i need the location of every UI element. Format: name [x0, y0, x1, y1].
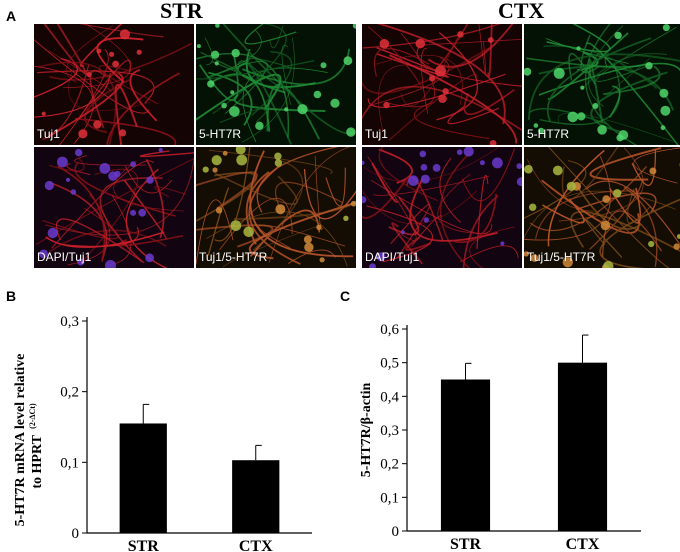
- chart-c-ylabel: 5-HT7R/β-actin: [359, 383, 374, 478]
- chart-c-bar-str: [440, 379, 491, 531]
- chart-b-bar-ctx: [232, 460, 280, 533]
- chart-c: 5-HT7R/β-actin 0 0,1 0,2 0,3 0,4 0,5 0,6 STR CTX: [359, 322, 641, 552]
- micrograph-ctx-4: Tuj1/5-HT7R: [524, 147, 680, 268]
- micrograph-label: Tuj1/5-HT7R: [199, 250, 268, 264]
- micrograph-label: 5-HT7R: [527, 127, 570, 141]
- micrograph-str-3: DAPI/Tuj1: [34, 147, 194, 268]
- micrograph-label: DAPI/Tuj1: [365, 250, 420, 264]
- chart-c-xtick-label: CTX: [566, 536, 600, 552]
- chart-b-ylabel-line1: 5-HT7R mRNA level relative: [13, 354, 28, 527]
- panel-c-letter: C: [340, 288, 351, 304]
- chart-b-xtick-label: CTX: [239, 538, 273, 552]
- chart-c-ytick-label: 0,2: [380, 457, 399, 473]
- chart-b: 5-HT7R mRNA level relative to HPRT (2-ΔC…: [13, 314, 312, 552]
- chart-c-ytick-label: 0: [392, 524, 400, 540]
- chart-c-ytick-label: 0,5: [380, 356, 399, 372]
- chart-c-ytick-label: 0,3: [380, 423, 399, 439]
- micrograph-str-4: Tuj1/5-HT7R: [196, 147, 356, 268]
- chart-b-ytick-label: 0,2: [60, 385, 79, 401]
- micrograph-label: Tuj1/5-HT7R: [527, 250, 596, 264]
- micrograph-ctx-2: 5-HT7R: [524, 24, 680, 145]
- chart-b-xtick-label: STR: [128, 538, 160, 552]
- chart-b-ytick-label: 0,1: [60, 455, 79, 471]
- chart-b-ylabel-line2: to HPRT: [30, 434, 45, 488]
- chart-c-ytick-label: 0,4: [380, 389, 399, 405]
- chart-c-xtick-label: STR: [450, 536, 482, 552]
- micrograph-label: 5-HT7R: [199, 127, 242, 141]
- micrograph-label: Tuj1: [365, 127, 388, 141]
- micrograph-str-2: 5-HT7R: [196, 24, 356, 145]
- micrograph-label: DAPI/Tuj1: [37, 250, 92, 264]
- micrograph-ctx-1: Tuj1: [362, 24, 522, 145]
- micrograph-ctx-3: DAPI/Tuj1: [362, 147, 522, 268]
- chart-c-bar-ctx: [557, 362, 608, 531]
- chart-c-ytick-label: 0,6: [380, 322, 399, 338]
- panel-a-letter: A: [6, 8, 17, 24]
- group-title-str: STR: [160, 0, 203, 23]
- svg-text:5-HT7R mRNA level relative: 5-HT7R mRNA level relative: [13, 354, 28, 527]
- panel-b-letter: B: [6, 288, 17, 304]
- chart-b-ytick-label: 0,3: [60, 314, 79, 330]
- chart-b-ylabel-sup: (2-ΔCt): [28, 403, 37, 429]
- chart-b-ytick-label: 0: [72, 526, 80, 542]
- micrograph-label: Tuj1: [37, 127, 60, 141]
- group-title-ctx: CTX: [498, 0, 545, 23]
- chart-b-bar-str: [119, 423, 167, 533]
- svg-text:to HPRT (2-ΔCt): to HPRT (2-ΔCt): [28, 403, 45, 489]
- chart-c-ytick-label: 0,1: [380, 490, 399, 506]
- micrograph-str-1: Tuj1: [34, 24, 194, 145]
